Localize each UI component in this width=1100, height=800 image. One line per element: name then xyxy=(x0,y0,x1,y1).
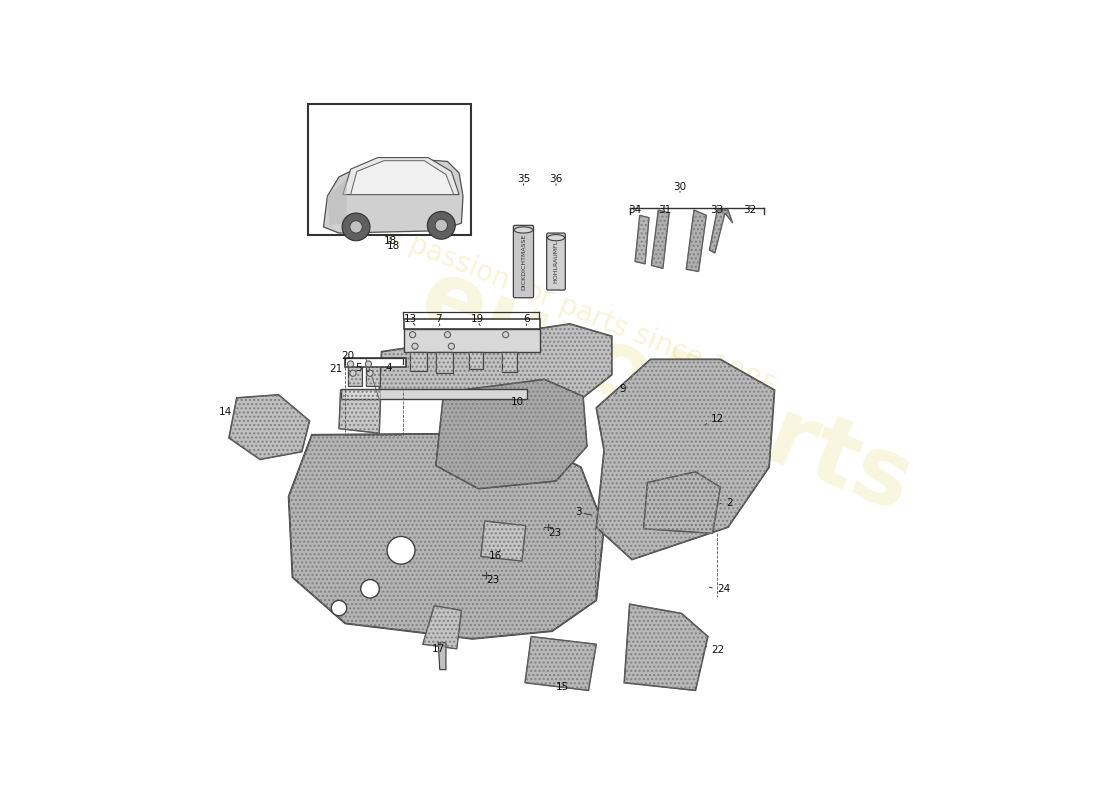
Polygon shape xyxy=(525,637,596,690)
Polygon shape xyxy=(624,604,708,690)
Circle shape xyxy=(444,332,451,338)
Text: 10: 10 xyxy=(512,398,525,407)
Polygon shape xyxy=(502,352,517,372)
Polygon shape xyxy=(644,472,721,534)
Polygon shape xyxy=(710,210,733,253)
Polygon shape xyxy=(288,434,604,639)
Bar xyxy=(345,358,406,367)
Text: 2: 2 xyxy=(726,498,733,507)
Ellipse shape xyxy=(514,227,532,233)
Text: 21: 21 xyxy=(330,364,343,374)
Text: 3: 3 xyxy=(575,507,582,517)
Bar xyxy=(341,389,527,399)
Circle shape xyxy=(348,361,354,367)
Circle shape xyxy=(365,361,372,367)
Polygon shape xyxy=(436,352,453,373)
Bar xyxy=(308,104,471,234)
Circle shape xyxy=(503,332,508,338)
FancyBboxPatch shape xyxy=(547,233,565,290)
Text: 18: 18 xyxy=(386,241,400,250)
Polygon shape xyxy=(436,379,587,489)
Circle shape xyxy=(350,370,356,376)
Ellipse shape xyxy=(548,234,564,241)
Text: 7: 7 xyxy=(434,314,441,324)
Polygon shape xyxy=(351,161,453,194)
Polygon shape xyxy=(651,210,669,269)
Polygon shape xyxy=(366,367,381,386)
Text: HOHLRAUMFL: HOHLRAUMFL xyxy=(553,240,559,283)
Text: 24: 24 xyxy=(717,584,730,594)
FancyBboxPatch shape xyxy=(514,226,534,298)
Text: 6: 6 xyxy=(524,314,530,324)
Text: 20: 20 xyxy=(341,351,354,362)
Polygon shape xyxy=(379,324,612,408)
Circle shape xyxy=(387,537,415,564)
Circle shape xyxy=(427,211,455,239)
Circle shape xyxy=(361,579,379,598)
Text: 5: 5 xyxy=(355,363,362,373)
Circle shape xyxy=(409,332,416,338)
Text: 16: 16 xyxy=(488,551,503,562)
Polygon shape xyxy=(343,158,459,194)
Circle shape xyxy=(436,219,448,231)
Bar xyxy=(404,319,540,329)
Polygon shape xyxy=(229,394,309,459)
Circle shape xyxy=(342,213,370,241)
Text: a passion for parts since 1985: a passion for parts since 1985 xyxy=(381,220,781,403)
Text: 19: 19 xyxy=(471,314,484,324)
Text: 32: 32 xyxy=(744,205,757,215)
Polygon shape xyxy=(339,390,381,434)
Text: 4: 4 xyxy=(385,363,392,373)
Text: 36: 36 xyxy=(549,174,562,184)
Bar xyxy=(404,329,540,352)
Circle shape xyxy=(449,343,454,350)
Text: 13: 13 xyxy=(404,314,417,324)
Text: 12: 12 xyxy=(711,414,724,424)
Circle shape xyxy=(411,343,418,350)
Circle shape xyxy=(331,600,346,616)
Text: 18: 18 xyxy=(384,236,397,246)
Polygon shape xyxy=(635,215,649,264)
Polygon shape xyxy=(328,179,346,226)
Text: euroParts: euroParts xyxy=(407,251,925,532)
Text: 35: 35 xyxy=(517,174,530,184)
Text: 22: 22 xyxy=(711,646,724,655)
Text: 31: 31 xyxy=(658,205,671,215)
Text: 34: 34 xyxy=(628,205,641,215)
Circle shape xyxy=(367,370,373,376)
Text: 23: 23 xyxy=(486,574,499,585)
Text: DICKDICHTMASSE: DICKDICHTMASSE xyxy=(521,234,526,290)
Text: 23: 23 xyxy=(548,528,561,538)
Polygon shape xyxy=(422,606,462,649)
Text: 14: 14 xyxy=(219,406,232,417)
Text: 15: 15 xyxy=(556,682,569,692)
Text: 33: 33 xyxy=(711,205,724,215)
Polygon shape xyxy=(481,521,526,561)
Polygon shape xyxy=(438,642,446,670)
Polygon shape xyxy=(349,367,362,386)
Circle shape xyxy=(350,221,362,233)
Polygon shape xyxy=(470,352,483,369)
Text: 30: 30 xyxy=(673,182,686,192)
Polygon shape xyxy=(410,352,427,371)
Polygon shape xyxy=(323,159,463,233)
Polygon shape xyxy=(686,210,706,271)
Text: 9: 9 xyxy=(619,384,626,394)
Polygon shape xyxy=(596,359,774,559)
Text: 17: 17 xyxy=(431,644,444,654)
